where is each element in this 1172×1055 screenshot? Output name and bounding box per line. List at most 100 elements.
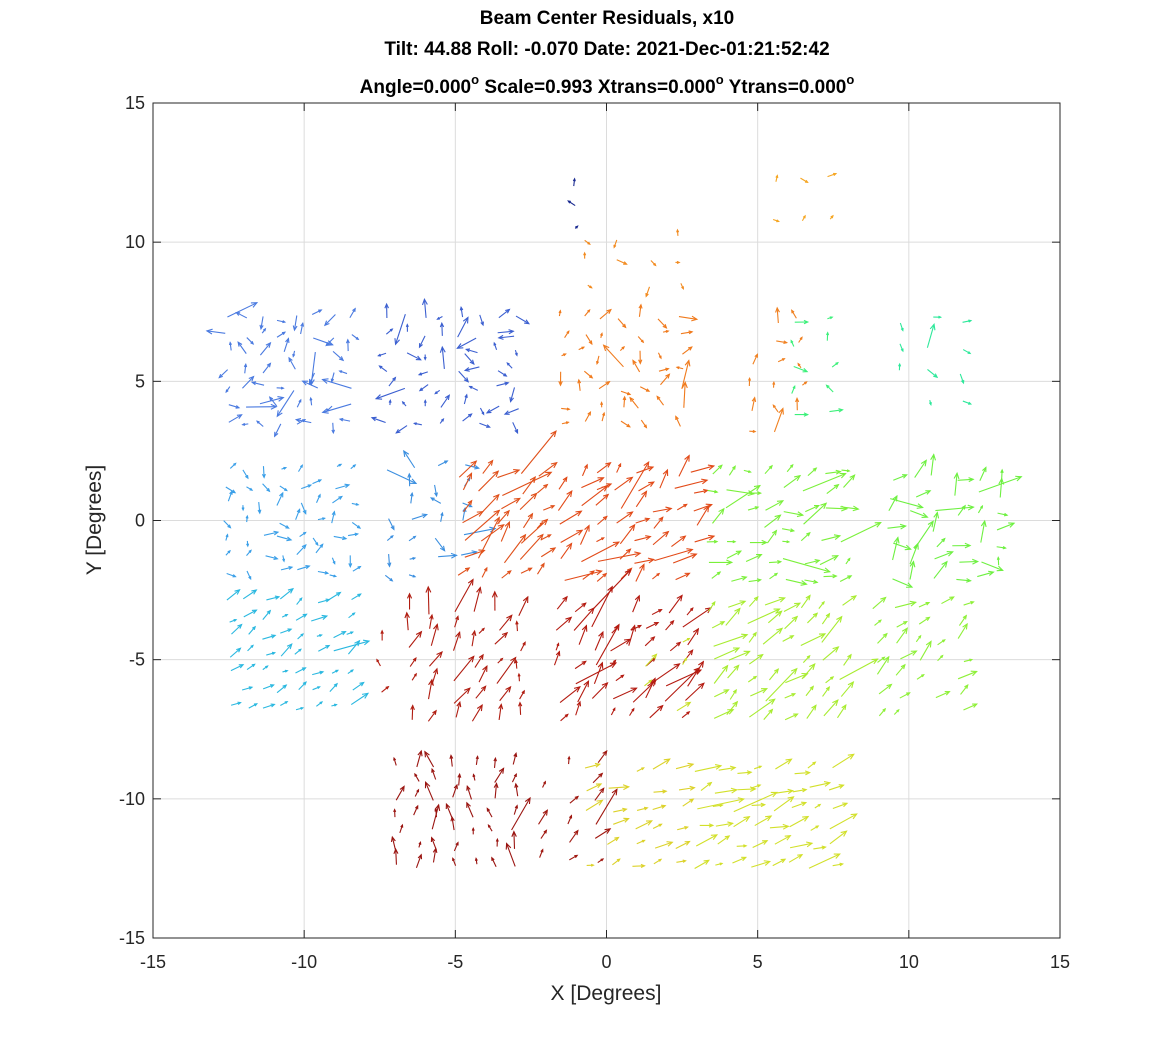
- residual-arrow: [980, 519, 987, 543]
- residual-arrow: [543, 505, 556, 511]
- residual-arrow: [338, 417, 351, 422]
- residual-arrow: [465, 348, 478, 354]
- residual-arrow: [613, 817, 630, 825]
- residual-arrow: [437, 460, 449, 467]
- residual-arrow: [423, 399, 427, 407]
- residual-arrow: [511, 830, 517, 849]
- residual-arrow: [644, 636, 656, 647]
- residual-arrow: [265, 555, 279, 560]
- residual-arrow: [794, 319, 810, 325]
- residual-arrow: [491, 856, 497, 867]
- residual-arrow: [499, 685, 512, 702]
- residual-arrow: [934, 551, 954, 560]
- residual-arrow: [559, 686, 581, 703]
- residual-arrow: [348, 612, 356, 619]
- residual-arrow: [434, 389, 441, 395]
- residual-arrow: [832, 753, 855, 769]
- residual-arrow: [652, 804, 667, 811]
- residual-arrow: [699, 823, 715, 828]
- residual-arrow: [794, 770, 811, 776]
- residual-arrow: [619, 548, 632, 560]
- residual-arrow: [350, 464, 357, 470]
- residual-arrow: [792, 787, 808, 793]
- residual-arrow: [596, 483, 613, 491]
- residual-arrow: [297, 464, 304, 472]
- residual-arrow: [401, 400, 407, 407]
- residual-arrow: [351, 502, 360, 506]
- residual-arrow: [822, 686, 831, 697]
- residual-arrow: [620, 390, 632, 396]
- residual-arrow: [728, 465, 736, 476]
- residual-arrow: [411, 672, 417, 681]
- residual-arrow: [878, 707, 887, 717]
- residual-arrow: [468, 385, 479, 391]
- residual-arrow: [577, 680, 590, 703]
- residual-arrow: [281, 614, 289, 618]
- residual-arrow: [266, 595, 281, 601]
- residual-arrow: [669, 641, 682, 652]
- residual-arrow: [845, 557, 851, 565]
- residual-arrow: [481, 566, 488, 578]
- residual-arrow: [560, 542, 573, 560]
- residual-arrow: [351, 334, 360, 341]
- residual-arrow: [274, 423, 282, 438]
- residual-arrow: [685, 682, 705, 701]
- residual-arrow: [393, 756, 397, 766]
- residual-arrow: [675, 840, 691, 849]
- title-ytrans: Ytrans=0.000: [724, 77, 847, 98]
- residual-arrow: [896, 627, 909, 644]
- residual-arrow: [665, 669, 703, 687]
- residual-arrow: [418, 384, 429, 392]
- residual-arrow: [542, 780, 546, 788]
- residual-arrow: [243, 609, 258, 618]
- residual-arrow: [690, 464, 716, 473]
- residual-arrow: [682, 657, 688, 665]
- residual-arrow: [798, 336, 803, 343]
- residual-arrow: [707, 489, 719, 494]
- residual-arrow: [660, 373, 671, 386]
- quiver-arrows: [205, 172, 1023, 870]
- residual-arrow: [351, 522, 362, 529]
- residual-arrow: [246, 403, 278, 410]
- residual-arrow: [259, 341, 272, 356]
- residual-arrow: [225, 533, 229, 541]
- residual-arrow: [586, 863, 595, 867]
- residual-arrow: [245, 514, 249, 523]
- residual-arrow: [731, 575, 748, 582]
- residual-arrow: [536, 562, 545, 575]
- x-tick-label: -15: [140, 952, 166, 972]
- residual-arrow: [668, 594, 683, 614]
- residual-arrow: [762, 627, 784, 645]
- residual-arrow: [804, 579, 819, 584]
- residual-arrow: [654, 841, 674, 849]
- residual-arrow: [597, 858, 605, 864]
- residual-arrow: [559, 510, 583, 525]
- residual-arrow: [282, 555, 286, 563]
- residual-arrow: [311, 309, 323, 316]
- residual-arrow: [712, 464, 723, 475]
- residual-arrow: [635, 490, 648, 508]
- residual-arrow: [776, 340, 789, 345]
- residual-arrow: [500, 520, 511, 542]
- residual-arrow: [457, 567, 471, 576]
- residual-arrow: [632, 359, 641, 373]
- residual-arrow: [821, 615, 843, 643]
- residual-arrow: [767, 529, 778, 544]
- residual-arrow: [318, 644, 331, 652]
- residual-arrow: [919, 640, 932, 661]
- residual-arrow: [522, 512, 534, 529]
- residual-arrow: [454, 578, 474, 613]
- residual-arrow: [263, 530, 280, 536]
- residual-arrow: [296, 398, 302, 408]
- residual-arrow: [393, 808, 397, 818]
- residual-arrow: [887, 523, 907, 530]
- residual-arrow: [256, 420, 264, 427]
- residual-arrow: [329, 574, 338, 578]
- residual-arrow: [496, 509, 510, 525]
- residual-arrow: [266, 651, 277, 656]
- residual-arrow: [791, 309, 797, 319]
- residual-arrow: [325, 337, 335, 347]
- residual-arrow: [809, 781, 832, 788]
- residual-arrow: [567, 755, 571, 765]
- residual-arrow: [556, 595, 568, 610]
